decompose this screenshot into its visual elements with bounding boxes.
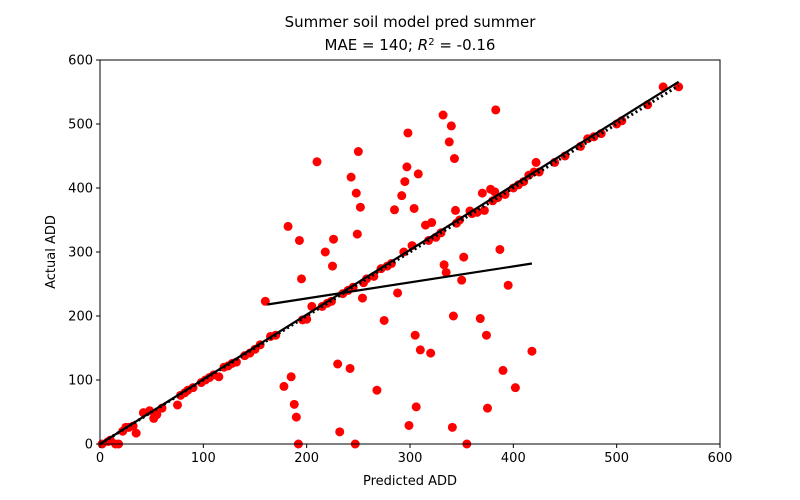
data-point bbox=[413, 169, 423, 179]
x-axis-ticks: 0 100 200 300 400 500 600 bbox=[96, 444, 733, 466]
data-point bbox=[372, 385, 382, 395]
data-point bbox=[444, 137, 454, 147]
data-point bbox=[426, 348, 436, 358]
chart-subtitle: MAE = 140; R2 = -0.16 bbox=[325, 36, 496, 54]
data-point bbox=[491, 105, 501, 115]
x-tick-label: 400 bbox=[501, 451, 526, 466]
data-point bbox=[397, 191, 407, 201]
y-tick-label: 100 bbox=[68, 374, 93, 389]
data-point bbox=[214, 372, 224, 382]
data-point bbox=[448, 311, 458, 321]
data-point bbox=[479, 205, 489, 215]
data-point bbox=[402, 162, 412, 172]
trend-lines bbox=[99, 80, 680, 446]
data-point bbox=[152, 410, 162, 420]
data-point bbox=[483, 403, 492, 413]
data-point bbox=[439, 260, 449, 270]
data-point bbox=[393, 288, 403, 298]
data-point bbox=[379, 315, 389, 325]
y-tick-label: 400 bbox=[68, 182, 93, 197]
data-point bbox=[477, 188, 487, 198]
data-point bbox=[283, 221, 293, 231]
x-tick-label: 100 bbox=[191, 451, 216, 466]
data-point bbox=[328, 261, 337, 271]
data-point bbox=[674, 82, 684, 92]
data-point bbox=[329, 234, 339, 244]
data-point bbox=[279, 381, 289, 391]
data-point bbox=[351, 188, 361, 198]
data-point bbox=[333, 359, 343, 369]
data-point bbox=[294, 235, 304, 245]
data-point bbox=[475, 314, 485, 324]
x-tick-label: 600 bbox=[708, 451, 733, 466]
fit-line bbox=[99, 80, 680, 445]
data-point bbox=[173, 400, 182, 410]
data-point bbox=[438, 110, 448, 120]
data-point bbox=[286, 372, 296, 382]
data-point bbox=[427, 218, 437, 228]
fit-line bbox=[267, 262, 533, 306]
data-point bbox=[446, 121, 456, 131]
data-point bbox=[307, 301, 317, 311]
x-tick-label: 0 bbox=[96, 451, 104, 466]
x-axis-label: Predicted ADD bbox=[363, 474, 457, 489]
data-point bbox=[390, 205, 399, 215]
data-point bbox=[345, 363, 355, 373]
data-point bbox=[449, 154, 459, 164]
y-tick-label: 200 bbox=[68, 310, 93, 325]
data-point bbox=[495, 244, 505, 254]
data-point bbox=[320, 247, 330, 257]
data-point bbox=[357, 293, 367, 303]
data-point bbox=[527, 346, 537, 356]
data-point bbox=[346, 172, 356, 182]
data-point bbox=[531, 157, 541, 167]
data-point bbox=[410, 330, 420, 340]
data-point bbox=[441, 267, 451, 277]
data-point bbox=[297, 274, 306, 284]
x-tick-label: 300 bbox=[398, 451, 423, 466]
data-point bbox=[291, 412, 301, 422]
y-tick-label: 500 bbox=[68, 118, 93, 133]
data-point bbox=[131, 428, 141, 438]
data-point bbox=[409, 203, 419, 213]
data-point bbox=[312, 157, 322, 167]
data-point bbox=[450, 205, 460, 215]
data-point bbox=[503, 280, 513, 290]
data-point bbox=[403, 128, 413, 138]
data-point bbox=[411, 402, 421, 412]
data-point bbox=[498, 365, 508, 375]
data-point bbox=[353, 147, 363, 157]
data-point bbox=[352, 229, 362, 239]
data-point bbox=[400, 177, 410, 187]
data-point bbox=[510, 383, 520, 393]
chart-title: Summer soil model pred summer bbox=[285, 13, 537, 31]
data-point bbox=[481, 330, 491, 340]
identity-line bbox=[99, 84, 680, 446]
y-tick-label: 0 bbox=[85, 438, 93, 453]
y-axis-label: Actual ADD bbox=[44, 215, 59, 289]
plot-area bbox=[97, 80, 684, 449]
data-point bbox=[355, 202, 365, 212]
data-point bbox=[404, 420, 414, 430]
y-tick-label: 300 bbox=[68, 246, 93, 261]
data-point bbox=[457, 275, 467, 285]
data-point bbox=[335, 427, 345, 437]
data-point bbox=[415, 345, 425, 355]
data-point bbox=[289, 399, 299, 409]
x-tick-label: 500 bbox=[604, 451, 629, 466]
data-point bbox=[447, 422, 457, 432]
y-tick-label: 600 bbox=[68, 54, 93, 69]
y-axis-ticks: 0 100 200 300 400 500 600 bbox=[68, 54, 100, 453]
x-tick-label: 200 bbox=[294, 451, 319, 466]
data-point bbox=[459, 252, 469, 262]
